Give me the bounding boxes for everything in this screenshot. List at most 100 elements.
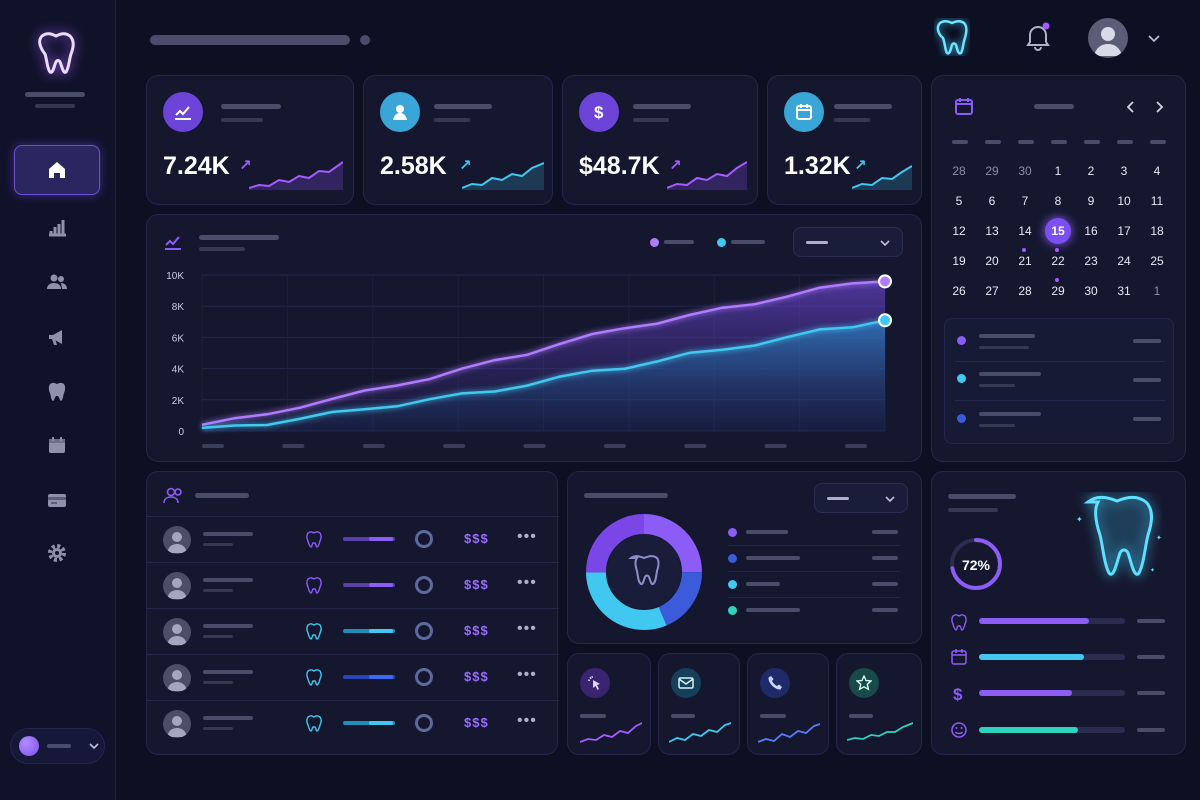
nav-home[interactable] — [14, 145, 100, 195]
mini-card-messages[interactable] — [658, 653, 740, 755]
calendar-day[interactable]: 11 — [1150, 194, 1164, 208]
patient-sub-placeholder — [203, 635, 233, 638]
more-menu-icon[interactable]: ••• — [517, 666, 537, 683]
notification-button[interactable] — [1024, 22, 1052, 52]
chevron-right-icon[interactable] — [1154, 101, 1164, 113]
calendar-day[interactable]: 28 — [952, 164, 966, 178]
chevron-down-icon — [89, 743, 99, 750]
nav-settings[interactable] — [14, 528, 100, 578]
divider — [147, 562, 559, 563]
calendar-day[interactable]: 1 — [1153, 284, 1161, 298]
calendar-day[interactable]: 18 — [1150, 224, 1164, 238]
table-row[interactable]: $$$ ••• — [147, 655, 559, 701]
tooth-icon — [951, 614, 967, 631]
calendar-card: 28 29 30 1 2 3 4 5 6 7 8 9 10 11 12 13 14 15 16 17 18 19 20 21 2… — [931, 75, 1186, 462]
nav-patients[interactable] — [14, 257, 100, 307]
status-ring — [415, 714, 433, 732]
calendar-day[interactable]: 23 — [1084, 254, 1098, 268]
more-menu-icon[interactable]: ••• — [517, 620, 537, 637]
mini-card-clicks[interactable] — [567, 653, 651, 755]
legend-label-placeholder — [731, 240, 765, 244]
chevron-left-icon[interactable] — [1126, 101, 1136, 113]
goal-value-placeholder — [1137, 619, 1165, 623]
calendar-day[interactable]: 19 — [952, 254, 966, 268]
nav-treatments[interactable] — [14, 366, 100, 416]
calendar-day[interactable]: 27 — [985, 284, 999, 298]
breakdown-dropdown[interactable] — [814, 483, 908, 513]
more-menu-icon[interactable]: ••• — [517, 528, 537, 545]
table-row[interactable]: $$$ ••• — [147, 517, 559, 563]
calendar-day[interactable]: 25 — [1150, 254, 1164, 268]
stat-card-1[interactable]: 7.24K ↗ — [146, 75, 354, 205]
more-menu-icon[interactable]: ••• — [517, 712, 537, 729]
calendar-day[interactable]: 21 — [1018, 254, 1032, 268]
nav-billing[interactable] — [14, 475, 100, 525]
svg-text:✦: ✦ — [1150, 567, 1155, 574]
nav-marketing[interactable] — [14, 312, 100, 362]
legend-label-placeholder — [746, 530, 788, 534]
weekday-label — [1117, 140, 1133, 144]
calendar-day[interactable]: 31 — [1117, 284, 1131, 298]
calendar-day[interactable]: 30 — [1084, 284, 1098, 298]
stat-card-2[interactable]: 2.58K ↗ — [363, 75, 553, 205]
calendar-day[interactable]: 15 — [1045, 218, 1071, 244]
calendar-day[interactable]: 24 — [1117, 254, 1131, 268]
title-dot — [360, 35, 370, 45]
stat-label-placeholder — [434, 104, 492, 109]
calendar-day[interactable]: 8 — [1054, 194, 1062, 208]
calendar-day[interactable]: 10 — [1117, 194, 1131, 208]
user-icon — [167, 716, 187, 737]
calendar-day[interactable]: 2 — [1087, 164, 1095, 178]
calendar-day[interactable]: 20 — [985, 254, 999, 268]
calendar-day[interactable]: 30 — [1018, 164, 1032, 178]
smile-icon — [951, 722, 967, 738]
brand-sub-placeholder — [35, 104, 75, 108]
patient-name-placeholder — [203, 716, 253, 720]
calendar-day[interactable]: 1 — [1054, 164, 1062, 178]
table-row[interactable]: $$$ ••• — [147, 701, 559, 747]
status-ring — [415, 622, 433, 640]
calendar-day[interactable]: 13 — [985, 224, 999, 238]
legend-dot — [728, 554, 737, 563]
table-row[interactable]: $$$ ••• — [147, 563, 559, 609]
period-dropdown[interactable] — [793, 227, 903, 257]
user-avatar[interactable] — [1088, 18, 1128, 58]
nav-calendar[interactable] — [14, 420, 100, 470]
nav-analytics[interactable] — [14, 202, 100, 252]
mini-label-placeholder — [760, 714, 786, 718]
stat-card-3[interactable]: $ $48.7K ↗ — [562, 75, 758, 205]
mini-card-reviews[interactable] — [836, 653, 922, 755]
dollar-icon: $ — [953, 685, 963, 704]
calendar-day[interactable]: 29 — [985, 164, 999, 178]
series-endpoint[interactable] — [878, 313, 892, 328]
more-menu-icon[interactable]: ••• — [517, 574, 537, 591]
calendar-day[interactable]: 9 — [1087, 194, 1095, 208]
workspace-switcher[interactable] — [10, 728, 105, 764]
chevron-down-icon[interactable] — [1148, 34, 1160, 43]
stat-card-4[interactable]: 1.32K ↗ — [767, 75, 922, 205]
event-dot — [1055, 248, 1059, 252]
legend-value-placeholder — [872, 530, 898, 534]
month-label-placeholder — [1034, 104, 1074, 109]
x-tick-placeholder — [443, 444, 466, 448]
calendar-day[interactable]: 3 — [1120, 164, 1128, 178]
table-row[interactable]: $$$ ••• — [147, 609, 559, 655]
series-endpoint[interactable] — [878, 274, 892, 289]
calendar-day[interactable]: 14 — [1018, 224, 1032, 238]
appointment-sub-placeholder — [979, 384, 1015, 387]
calendar-day[interactable]: 16 — [1084, 224, 1098, 238]
calendar-day[interactable]: 6 — [988, 194, 996, 208]
calendar-day[interactable]: 12 — [952, 224, 966, 238]
calendar-day[interactable]: 5 — [955, 194, 963, 208]
stat-value: 2.58K — [380, 152, 447, 180]
tooth-icon — [306, 577, 322, 594]
calendar-day[interactable]: 26 — [952, 284, 966, 298]
mini-card-calls[interactable] — [747, 653, 829, 755]
calendar-day[interactable]: 17 — [1117, 224, 1131, 238]
calendar-day[interactable]: 28 — [1018, 284, 1032, 298]
calendar-day[interactable]: 4 — [1153, 164, 1161, 178]
calendar-day[interactable]: 29 — [1051, 284, 1065, 298]
svg-text:$: $ — [594, 103, 604, 122]
calendar-day[interactable]: 22 — [1051, 254, 1065, 268]
calendar-day[interactable]: 7 — [1021, 194, 1029, 208]
